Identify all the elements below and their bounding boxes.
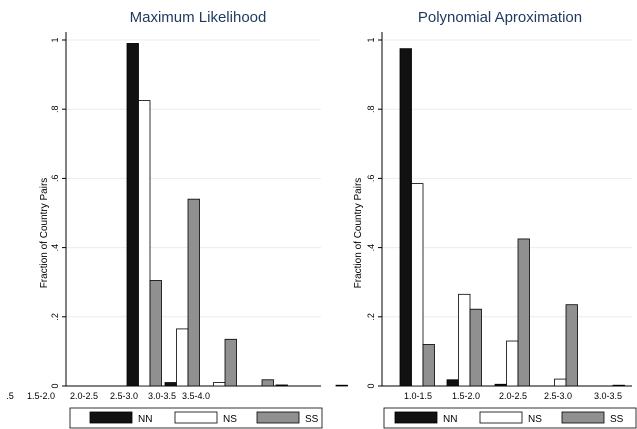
y-tick-label: .4 — [50, 244, 60, 252]
legend-swatch-ns — [174, 411, 218, 424]
y-tick-label: 0 — [366, 383, 376, 388]
legend-label-nn: NN — [138, 414, 152, 425]
bar-nn — [275, 384, 288, 387]
x-tick-label: 3.0-3.5 — [594, 391, 622, 401]
bar-ns — [554, 378, 567, 387]
y-tick-label: .4 — [366, 244, 376, 252]
bar-nn — [126, 43, 139, 387]
y-tick-label: .6 — [50, 175, 60, 183]
y-tick-label: .2 — [366, 313, 376, 321]
x-tick-label: 1.0-1.5 — [404, 391, 432, 401]
bar-ns — [411, 183, 424, 387]
y-tick-label: 0 — [50, 383, 60, 388]
bar-ss — [224, 338, 237, 387]
legend-label-nn: NN — [443, 414, 457, 425]
bar-ns — [138, 100, 151, 387]
bar-ss — [261, 379, 274, 387]
bar-nn — [446, 379, 459, 387]
legend-swatch-nn — [89, 411, 133, 424]
x-tick-label: 2.5-3.0 — [544, 391, 572, 401]
legend-swatch-ss — [256, 411, 300, 424]
x-tick-label: 1.5-2.0 — [452, 391, 480, 401]
y-tick-label: .6 — [366, 175, 376, 183]
chart-title: Maximum Likelihood — [130, 9, 267, 26]
chart-title: Polynomial Aproximation — [418, 9, 582, 26]
x-tick-label: 1.5-2.0 — [27, 391, 55, 401]
bar-ss — [565, 304, 578, 387]
bar-ss — [149, 280, 162, 387]
chart-panel-1: Maximum Likelihood 0 .2 .4 .6 .8 1 Fraction of … — [6, 9, 348, 429]
bar-nn — [399, 48, 412, 387]
legend-label-ss: SS — [610, 414, 624, 425]
x-tick-label: .5 — [6, 391, 14, 401]
bar-nn — [164, 382, 177, 387]
legend-label-ns: NS — [528, 414, 542, 425]
bar-ss — [612, 384, 625, 387]
bar-nn — [494, 383, 507, 387]
bar-ss — [517, 238, 530, 387]
bar-ss — [422, 344, 435, 387]
x-tick-label: 2.0-2.5 — [499, 391, 527, 401]
x-tick-label: 3.5-4.0 — [182, 391, 210, 401]
legend-label-ns: NS — [223, 414, 237, 425]
bar-ns — [458, 293, 471, 387]
legend-label-ss: SS — [305, 414, 319, 425]
x-tick-label: 2.5-3.0 — [110, 391, 138, 401]
y-tick-label: .8 — [366, 105, 376, 113]
bar-ns — [506, 340, 519, 387]
bar-ss — [469, 308, 482, 387]
y-tick-label: .8 — [50, 105, 60, 113]
y-tick-label: 1 — [366, 37, 376, 42]
bar-ss — [335, 384, 348, 387]
y-axis-label: Fraction of Country Pairs — [353, 178, 364, 289]
y-tick-label: .2 — [50, 313, 60, 321]
x-tick-label: 2.0-2.5 — [70, 391, 98, 401]
bar-ns — [213, 382, 226, 387]
x-tick-label: 3.0-3.5 — [148, 391, 176, 401]
legend-swatch-nn — [394, 411, 438, 424]
y-tick-label: 1 — [50, 37, 60, 42]
chart-panel-2: Polynomial Aproximation 0 .2 .4 .6 .8 1 Fractio… — [353, 9, 637, 429]
legend-swatch-ss — [561, 411, 605, 424]
y-axis-label: Fraction of Country Pairs — [39, 178, 50, 289]
bar-ns — [176, 328, 189, 387]
legend-swatch-ns — [479, 411, 523, 424]
bar-ss — [187, 198, 200, 387]
